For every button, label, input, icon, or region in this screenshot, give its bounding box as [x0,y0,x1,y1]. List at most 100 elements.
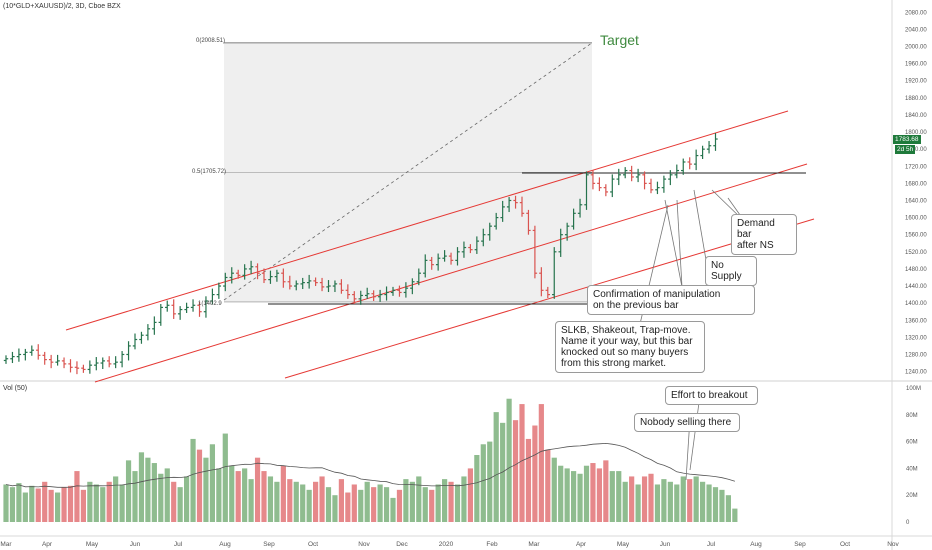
volume-indicator-label[interactable]: Vol (50) [3,385,28,392]
time-tick-label: Sep [263,541,275,548]
volume-bar [525,438,532,522]
candle [326,280,331,293]
candle [197,301,202,317]
candle [564,222,570,241]
price-tick-label: 1440.00 [905,284,927,290]
volume-bar [609,471,615,522]
volume-bar [267,476,274,522]
volume-bar [164,468,170,522]
candle [590,170,596,190]
volume-bar [442,479,448,522]
candle [268,270,273,284]
candle [416,268,421,286]
candle [648,178,654,194]
candle [352,291,357,304]
volume-bar [371,487,377,522]
price-tick-label: 1480.00 [905,267,927,273]
volume-bar [87,481,93,522]
volume-bar [300,484,306,522]
volume-bar [603,460,609,522]
volume-bar [364,481,370,522]
candle [481,228,486,247]
volume-bar [358,489,364,522]
candle [403,282,409,298]
price-tick-label: 1880.00 [905,96,927,102]
volume-bar [616,471,622,522]
time-tick-label: Jun [130,541,141,548]
volume-bar [93,484,99,522]
time-tick-label: Feb [486,541,498,548]
callout-pointer [693,189,707,261]
fib-05-label: 0.5(1705.72) [192,169,227,175]
volume-bar [667,481,673,522]
volume-bar [635,484,641,522]
candle [306,274,312,289]
candle [171,299,176,319]
volume-bar [351,484,357,522]
candle [610,174,615,198]
time-tick-label: Apr [576,541,587,548]
candle [558,228,563,257]
candle [655,181,660,195]
volume-bar [700,481,706,522]
volume-bar [583,465,590,522]
volume-bar [687,479,693,522]
candle [629,165,634,182]
candle [81,364,86,373]
volume-bar [629,476,635,522]
candle [668,170,673,186]
volume-bar [661,479,667,522]
candle [294,280,299,291]
callout-pointer [676,199,683,288]
volume-bar [596,468,602,522]
candle [513,195,518,209]
volume-bar [474,455,480,522]
candle [87,360,93,374]
candle [500,200,505,222]
candle [287,275,292,290]
volume-bar [248,479,254,522]
candle [455,247,460,266]
volume-bar [416,476,422,522]
time-tick-label: May [86,541,99,548]
candle [107,356,112,368]
price-tick-label: 1960.00 [905,62,927,68]
volume-bar [648,473,654,522]
candle [10,351,15,364]
volume-bar [67,485,74,522]
volume-bar [383,487,390,522]
candle [700,145,705,159]
price-tick-label: 1400.00 [905,301,927,307]
volume-bar [216,468,222,522]
volume-bar [693,476,699,522]
candle [674,164,679,179]
candle [313,277,318,287]
candle [68,359,73,373]
volume-bar [113,476,119,522]
candle [203,296,209,318]
time-tick-label: Oct [840,541,850,548]
volume-bar [74,471,80,522]
volume-bar [493,412,499,522]
volume-bar [138,452,145,522]
volume-bar [467,468,473,522]
time-tick-label: Jul [174,541,183,548]
channel-upper-line [65,110,789,331]
callout-confirmation: Confirmation of manipulation on the prev… [587,285,755,315]
volume-bar [209,444,215,522]
time-tick-label: Mar [0,541,12,548]
candle [365,287,370,299]
volume-bar [261,471,267,522]
price-tick-label: 1520.00 [905,250,927,256]
candle [706,141,712,154]
candle [223,272,228,292]
volume-bar [222,433,228,522]
volume-bar [42,481,48,522]
candle [545,286,550,299]
callout-slkb: SLKB, Shakeout, Trap-move. Name it your … [555,321,705,373]
time-tick-label: Sep [794,541,806,548]
candle [435,253,441,271]
volume-bar [171,481,177,522]
candle [713,133,718,151]
